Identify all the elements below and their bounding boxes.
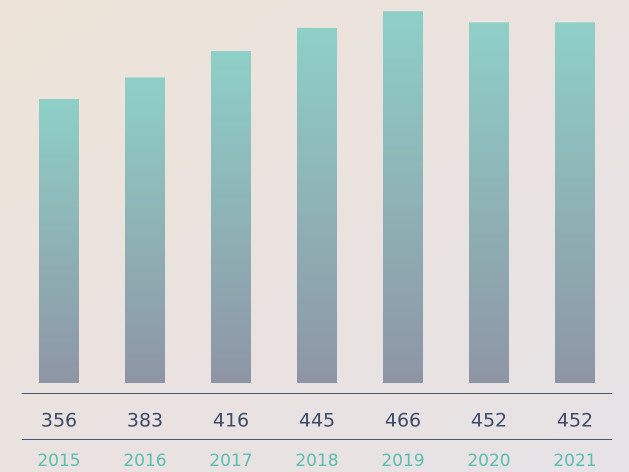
value-label: 356 [41,410,77,432]
bar [211,51,251,383]
bar [125,77,165,384]
category-label: 2021 [553,451,596,471]
bar [469,22,509,384]
category-label: 2015 [37,451,80,471]
category-label: 2020 [467,451,510,471]
bar [297,27,337,383]
value-label: 383 [127,410,163,432]
value-label: 452 [471,410,507,432]
bar [555,22,595,384]
bar [383,11,423,383]
value-label: 416 [213,410,249,432]
value-label: 466 [385,410,421,432]
category-label: 2017 [209,451,252,471]
bar [39,98,79,383]
category-label: 2016 [123,451,166,471]
category-label: 2019 [381,451,424,471]
value-label: 445 [299,410,335,432]
category-label: 2018 [295,451,338,471]
value-label: 452 [557,410,593,432]
